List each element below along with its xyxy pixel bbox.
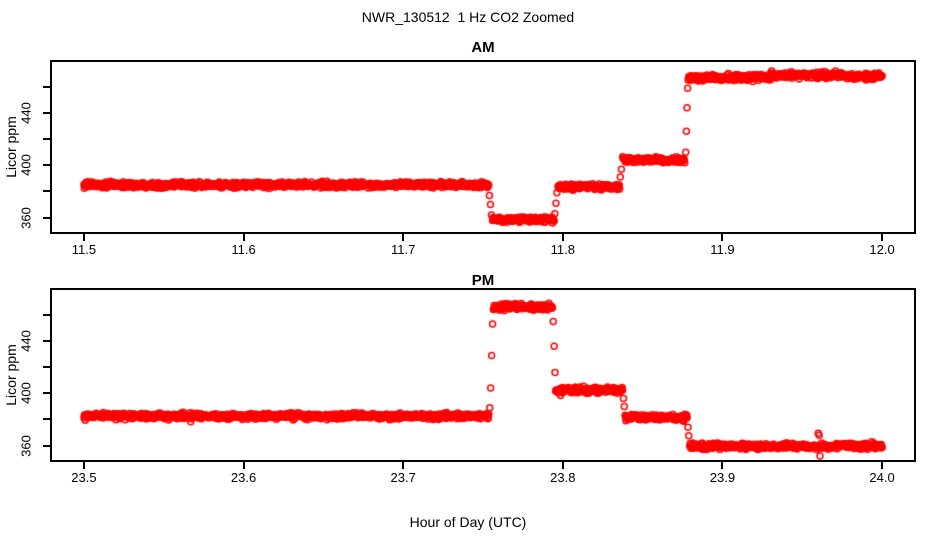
scatter-canvas-am [52,62,914,232]
x-axis-tick-label: 23.8 [550,470,576,485]
figure-title: NWR_130512 1 Hz CO2 Zoomed [361,9,575,25]
y-axis-tick [43,138,50,141]
x-axis-label: Hour of Day (UTC) [409,514,527,530]
x-axis-tick [561,234,564,241]
x-axis-tick [82,234,85,241]
x-axis-tick-label: 12.0 [869,242,895,257]
y-axis-label-pm: Licor ppm [3,344,19,406]
panel-title-am: AM [471,39,495,56]
panel-title-pm: PM [471,272,495,289]
y-axis-tick-label: 440 [18,102,34,124]
y-axis-tick [43,366,50,369]
x-axis-tick [721,234,724,241]
plot-area-pm [50,288,916,462]
y-axis-tick [43,340,50,342]
x-axis-tick-label: 24.0 [869,470,895,485]
x-axis-tick-label: 11.6 [231,242,256,257]
y-axis-tick-label: 400 [18,154,34,177]
plot-area-am [50,60,916,234]
x-axis-tick [561,462,564,469]
x-axis-tick [242,234,245,241]
y-axis-tick-label: 400 [18,382,34,405]
y-axis-tick [43,164,50,167]
y-axis-tick [43,392,50,395]
x-axis-tick-label: 11.7 [391,242,416,257]
x-axis-tick [402,234,405,241]
y-axis-label-am: Licor ppm [3,116,19,178]
x-axis-tick-label: 11.8 [550,242,575,257]
x-axis-tick [881,462,884,469]
x-axis-tick [242,462,245,469]
x-axis-tick-label: 23.5 [71,470,97,485]
x-axis-tick [881,234,884,241]
y-axis-tick [43,85,50,88]
x-axis-tick-label: 23.6 [230,470,257,485]
y-axis-tick [43,313,50,316]
y-axis-tick-label: 440 [18,330,34,352]
x-axis-tick [82,462,85,469]
y-axis-tick [43,112,50,114]
y-axis-tick-label: 360 [18,434,34,457]
y-axis-tick-label: 360 [18,206,34,229]
x-axis-tick-label: 11.9 [710,242,735,257]
x-axis-tick [402,462,405,469]
scatter-canvas-pm [52,290,914,460]
y-axis-tick [43,190,50,193]
y-axis-tick [43,418,50,421]
x-axis-tick [721,462,724,469]
x-axis-tick-label: 23.7 [390,470,416,485]
y-axis-tick [43,216,50,219]
y-axis-tick [43,444,50,447]
x-axis-tick-label: 11.5 [71,242,97,257]
x-axis-tick-label: 23.9 [709,470,736,485]
